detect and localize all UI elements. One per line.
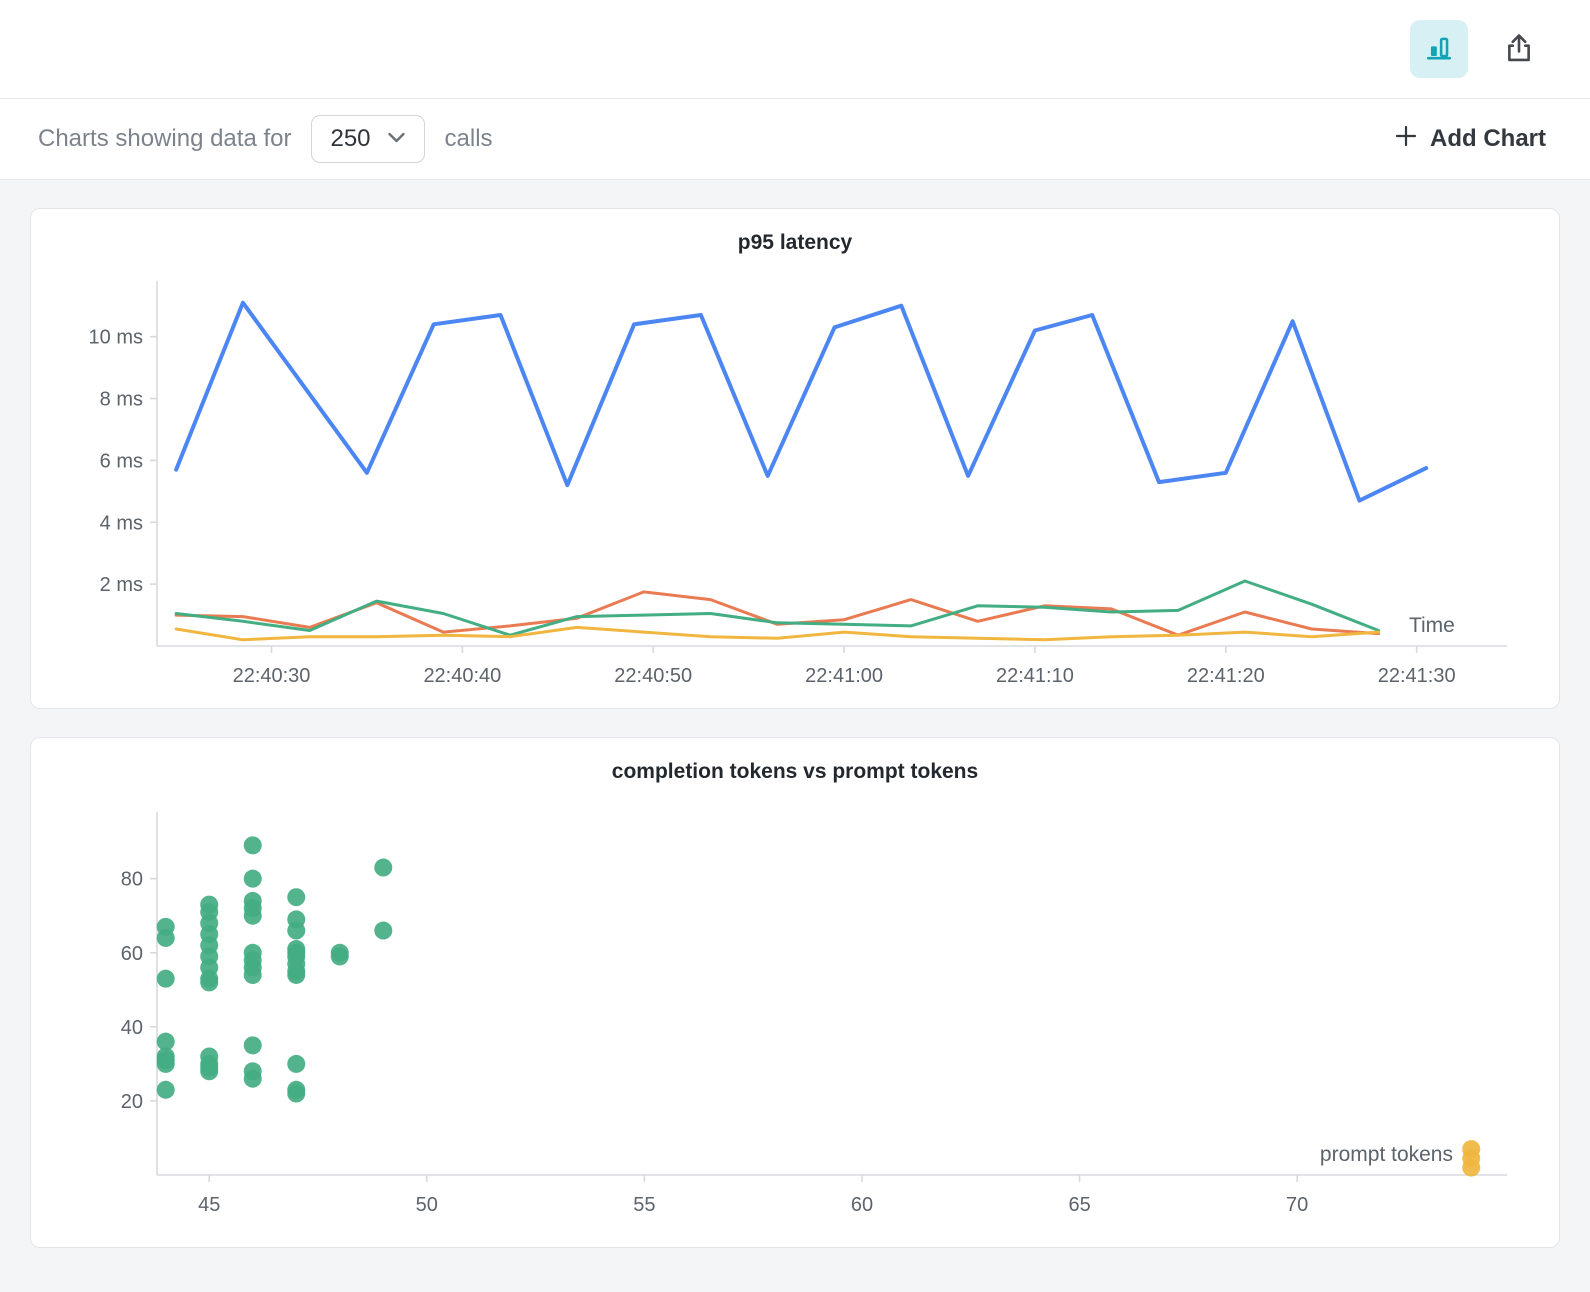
scatter-point <box>243 836 262 855</box>
scatter-point <box>200 1062 219 1081</box>
charts-toolbar: Charts showing data for 250 calls Add Ch… <box>0 98 1590 180</box>
charts-area: p95 latency 2 ms 4 ms 6 ms 8 ms 10 ms 22:40:3… <box>0 180 1590 1278</box>
x-tick-label: 22:40:30 <box>233 665 311 687</box>
series-blue-line <box>174 300 1429 503</box>
series-green-line <box>174 579 1380 637</box>
scatter-point <box>156 1032 175 1051</box>
x-tick-label: 55 <box>633 1194 655 1216</box>
scatter-chart-title: completion tokens vs prompt tokens <box>611 760 979 783</box>
scatter-point <box>243 906 262 925</box>
x-tick-label: 22:41:00 <box>805 665 883 687</box>
add-chart-button[interactable]: Add Chart <box>1388 123 1552 156</box>
scatter-point <box>156 1054 175 1073</box>
scatter-point <box>287 1054 306 1073</box>
y-tick-label: 6 ms <box>100 450 143 472</box>
scatter-chart-svg: 20 40 60 80 45 50 55 60 65 70 prompt tokens <box>121 812 1507 1216</box>
scatter-point <box>1462 1158 1481 1177</box>
export-icon <box>1502 31 1536 68</box>
x-tick-label: 22:41:10 <box>996 665 1074 687</box>
scatter-point <box>287 921 306 940</box>
scatter-point <box>243 1069 262 1088</box>
plus-icon <box>1394 124 1418 155</box>
x-tick-label: 22:40:50 <box>614 665 692 687</box>
y-tick-label: 60 <box>121 943 143 965</box>
y-tick-label: 10 ms <box>89 327 143 349</box>
y-tick-label: 8 ms <box>100 389 143 411</box>
chevron-down-icon <box>387 130 406 149</box>
y-tick-label: 20 <box>121 1091 143 1113</box>
add-chart-label: Add Chart <box>1430 125 1546 152</box>
y-tick-label: 40 <box>121 1017 143 1039</box>
calls-suffix-label: calls <box>444 125 493 152</box>
series-orange-line <box>174 590 1380 637</box>
topbar <box>0 0 1590 98</box>
scatter-point <box>156 1080 175 1099</box>
scatter-point <box>156 969 175 988</box>
scatter-point <box>287 888 306 907</box>
x-axis-label: Time <box>1409 614 1455 637</box>
x-axis-label: prompt tokens <box>1320 1143 1453 1166</box>
charts-showing-label: Charts showing data for <box>38 125 292 152</box>
y-tick-label: 2 ms <box>100 574 143 596</box>
scatter-point <box>374 858 393 877</box>
export-button[interactable] <box>1490 20 1548 78</box>
scatter-point <box>287 1084 306 1103</box>
scatter-point <box>330 947 349 966</box>
calls-count-dropdown[interactable]: 250 <box>311 115 425 163</box>
latency-chart-title: p95 latency <box>737 231 853 254</box>
x-tick-label: 50 <box>416 1194 438 1216</box>
scatter-point <box>200 973 219 992</box>
series-yellow-line <box>174 625 1380 642</box>
latency-chart-card: p95 latency 2 ms 4 ms 6 ms 8 ms 10 ms 22:40:3… <box>30 208 1560 709</box>
chart-view-button[interactable] <box>1410 20 1468 78</box>
x-tick-label: 60 <box>851 1194 873 1216</box>
x-tick-label: 22:40:40 <box>423 665 501 687</box>
bar-chart-icon <box>1424 33 1454 66</box>
x-tick-label: 65 <box>1068 1194 1090 1216</box>
x-tick-label: 22:41:30 <box>1378 665 1456 687</box>
latency-chart-svg: 2 ms 4 ms 6 ms 8 ms 10 ms 22:40:30 22:40:40 22:… <box>89 281 1507 687</box>
scatter-point <box>374 921 393 940</box>
scatter-point <box>243 1036 262 1055</box>
scatter-point <box>243 869 262 888</box>
scatter-point <box>243 965 262 984</box>
calls-count-value: 250 <box>330 125 371 152</box>
x-tick-label: 22:41:20 <box>1187 665 1265 687</box>
x-tick-label: 70 <box>1286 1194 1308 1216</box>
x-tick-label: 45 <box>198 1194 220 1216</box>
y-tick-label: 80 <box>121 869 143 891</box>
scatter-point <box>287 965 306 984</box>
scatter-point <box>156 928 175 947</box>
y-tick-label: 4 ms <box>100 512 143 534</box>
scatter-chart-card: completion tokens vs prompt tokens 20 40 6… <box>30 737 1560 1248</box>
